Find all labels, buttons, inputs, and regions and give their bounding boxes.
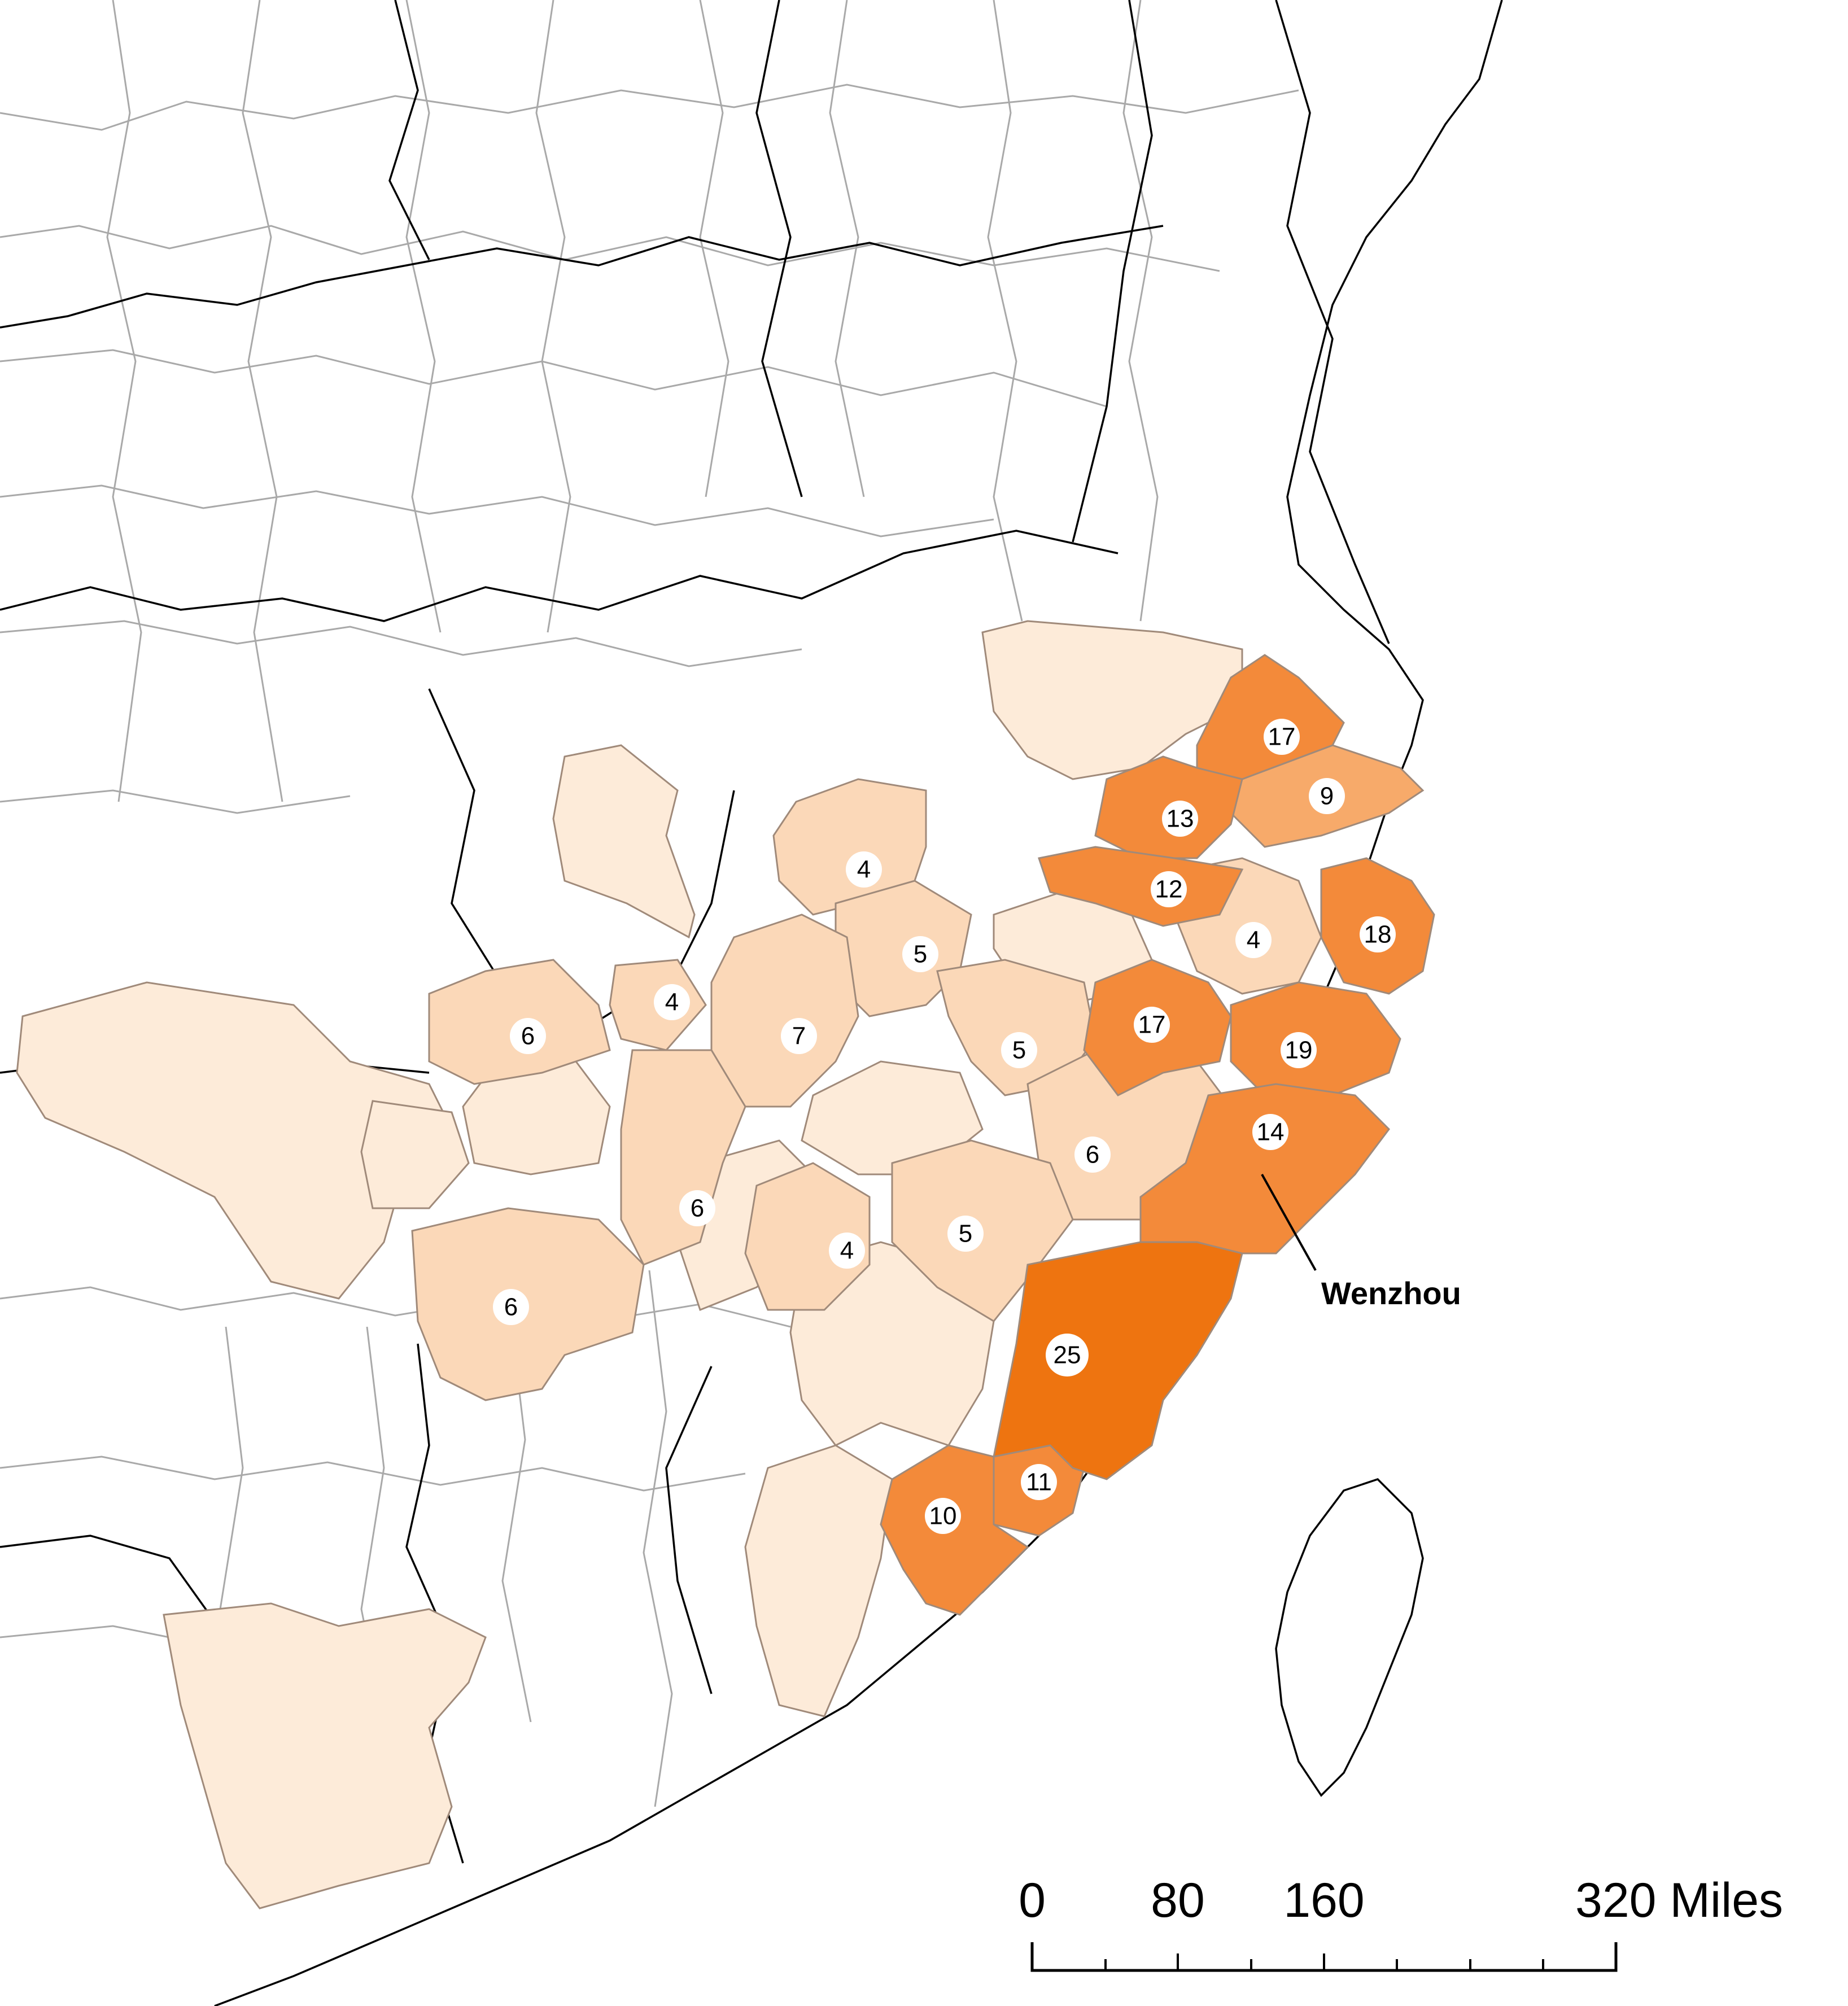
region-6-mid [620,1049,746,1266]
region-7 [710,914,859,1108]
svg-text:13: 13 [1167,805,1194,833]
svg-text:5: 5 [1012,1037,1026,1064]
svg-text:11: 11 [1026,1469,1052,1496]
region-25 [993,1241,1243,1480]
label-10: 10 [925,1498,961,1534]
wenzhou-callout: Wenzhou [1261,1174,1461,1311]
label-13: 13 [1162,801,1198,837]
label-14: 14 [1252,1114,1288,1150]
svg-text:4: 4 [1247,926,1260,954]
svg-text:6: 6 [691,1195,704,1222]
region-lightest-j [360,1100,470,1209]
admin-boundaries [0,0,1299,1807]
svg-text:19: 19 [1285,1037,1313,1064]
region-lightest-a [552,744,696,939]
svg-text:5: 5 [959,1220,972,1248]
label-5-center: 5 [1001,1032,1037,1068]
label-6-east: 6 [1074,1137,1111,1173]
region-lightest-h [163,1602,487,1909]
svg-text:6: 6 [504,1293,518,1321]
svg-text:6: 6 [1086,1141,1099,1169]
label-9: 9 [1309,778,1345,814]
region-19 [1230,981,1401,1096]
label-6-west: 6 [510,1018,546,1054]
label-5-south: 5 [947,1216,984,1252]
label-6-mid: 6 [679,1190,715,1226]
label-18: 18 [1360,916,1396,952]
region-lightest-g [744,1444,893,1717]
region-lightest-i [462,1060,611,1175]
svg-text:14: 14 [1257,1118,1285,1146]
label-17-north: 17 [1264,719,1300,755]
svg-text:6: 6 [521,1022,535,1050]
label-4-mid: 4 [654,984,690,1020]
label-12: 12 [1151,871,1187,907]
svg-text:10: 10 [929,1502,957,1530]
svg-text:9: 9 [1320,783,1334,810]
label-5-north: 5 [902,936,938,972]
svg-text:17: 17 [1268,723,1296,751]
region-10 [880,1444,1029,1616]
label-4-east: 4 [1235,922,1272,958]
label-4-north: 4 [846,851,882,888]
svg-text:4: 4 [857,856,871,884]
svg-text:12: 12 [1155,876,1183,903]
svg-text:4: 4 [665,989,679,1016]
label-6-southwest: 6 [493,1289,529,1325]
label-19: 19 [1281,1032,1317,1068]
scale-bar: 0 80 160 320 Miles [1019,1873,1783,1972]
region-4-south [744,1162,871,1311]
taiwan-outline [1275,1478,1424,1797]
scale-label-0: 0 [1019,1873,1046,1928]
svg-text:17: 17 [1138,1011,1166,1039]
region-12 [1038,846,1244,927]
label-17-center: 17 [1134,1007,1170,1043]
callout-leader-line [1261,1174,1317,1271]
label-4-south: 4 [829,1233,865,1269]
choropleth-regions [16,620,1435,1909]
scale-label-320: 320 Miles [1575,1873,1783,1928]
label-25: 25 [1046,1334,1089,1376]
scale-label-80: 80 [1151,1873,1205,1928]
label-11: 11 [1021,1464,1057,1500]
svg-text:7: 7 [792,1022,806,1050]
region-labels: 17 9 13 12 4 18 4 5 17 19 4 6 7 5 14 6 6… [493,719,1396,1534]
scale-label-160: 160 [1283,1873,1365,1928]
callout-label: Wenzhou [1321,1275,1461,1311]
region-14 [1139,1083,1390,1255]
svg-text:4: 4 [840,1237,854,1265]
svg-text:5: 5 [914,941,927,968]
svg-text:18: 18 [1364,921,1392,949]
svg-text:25: 25 [1054,1341,1081,1369]
label-7: 7 [781,1018,817,1054]
